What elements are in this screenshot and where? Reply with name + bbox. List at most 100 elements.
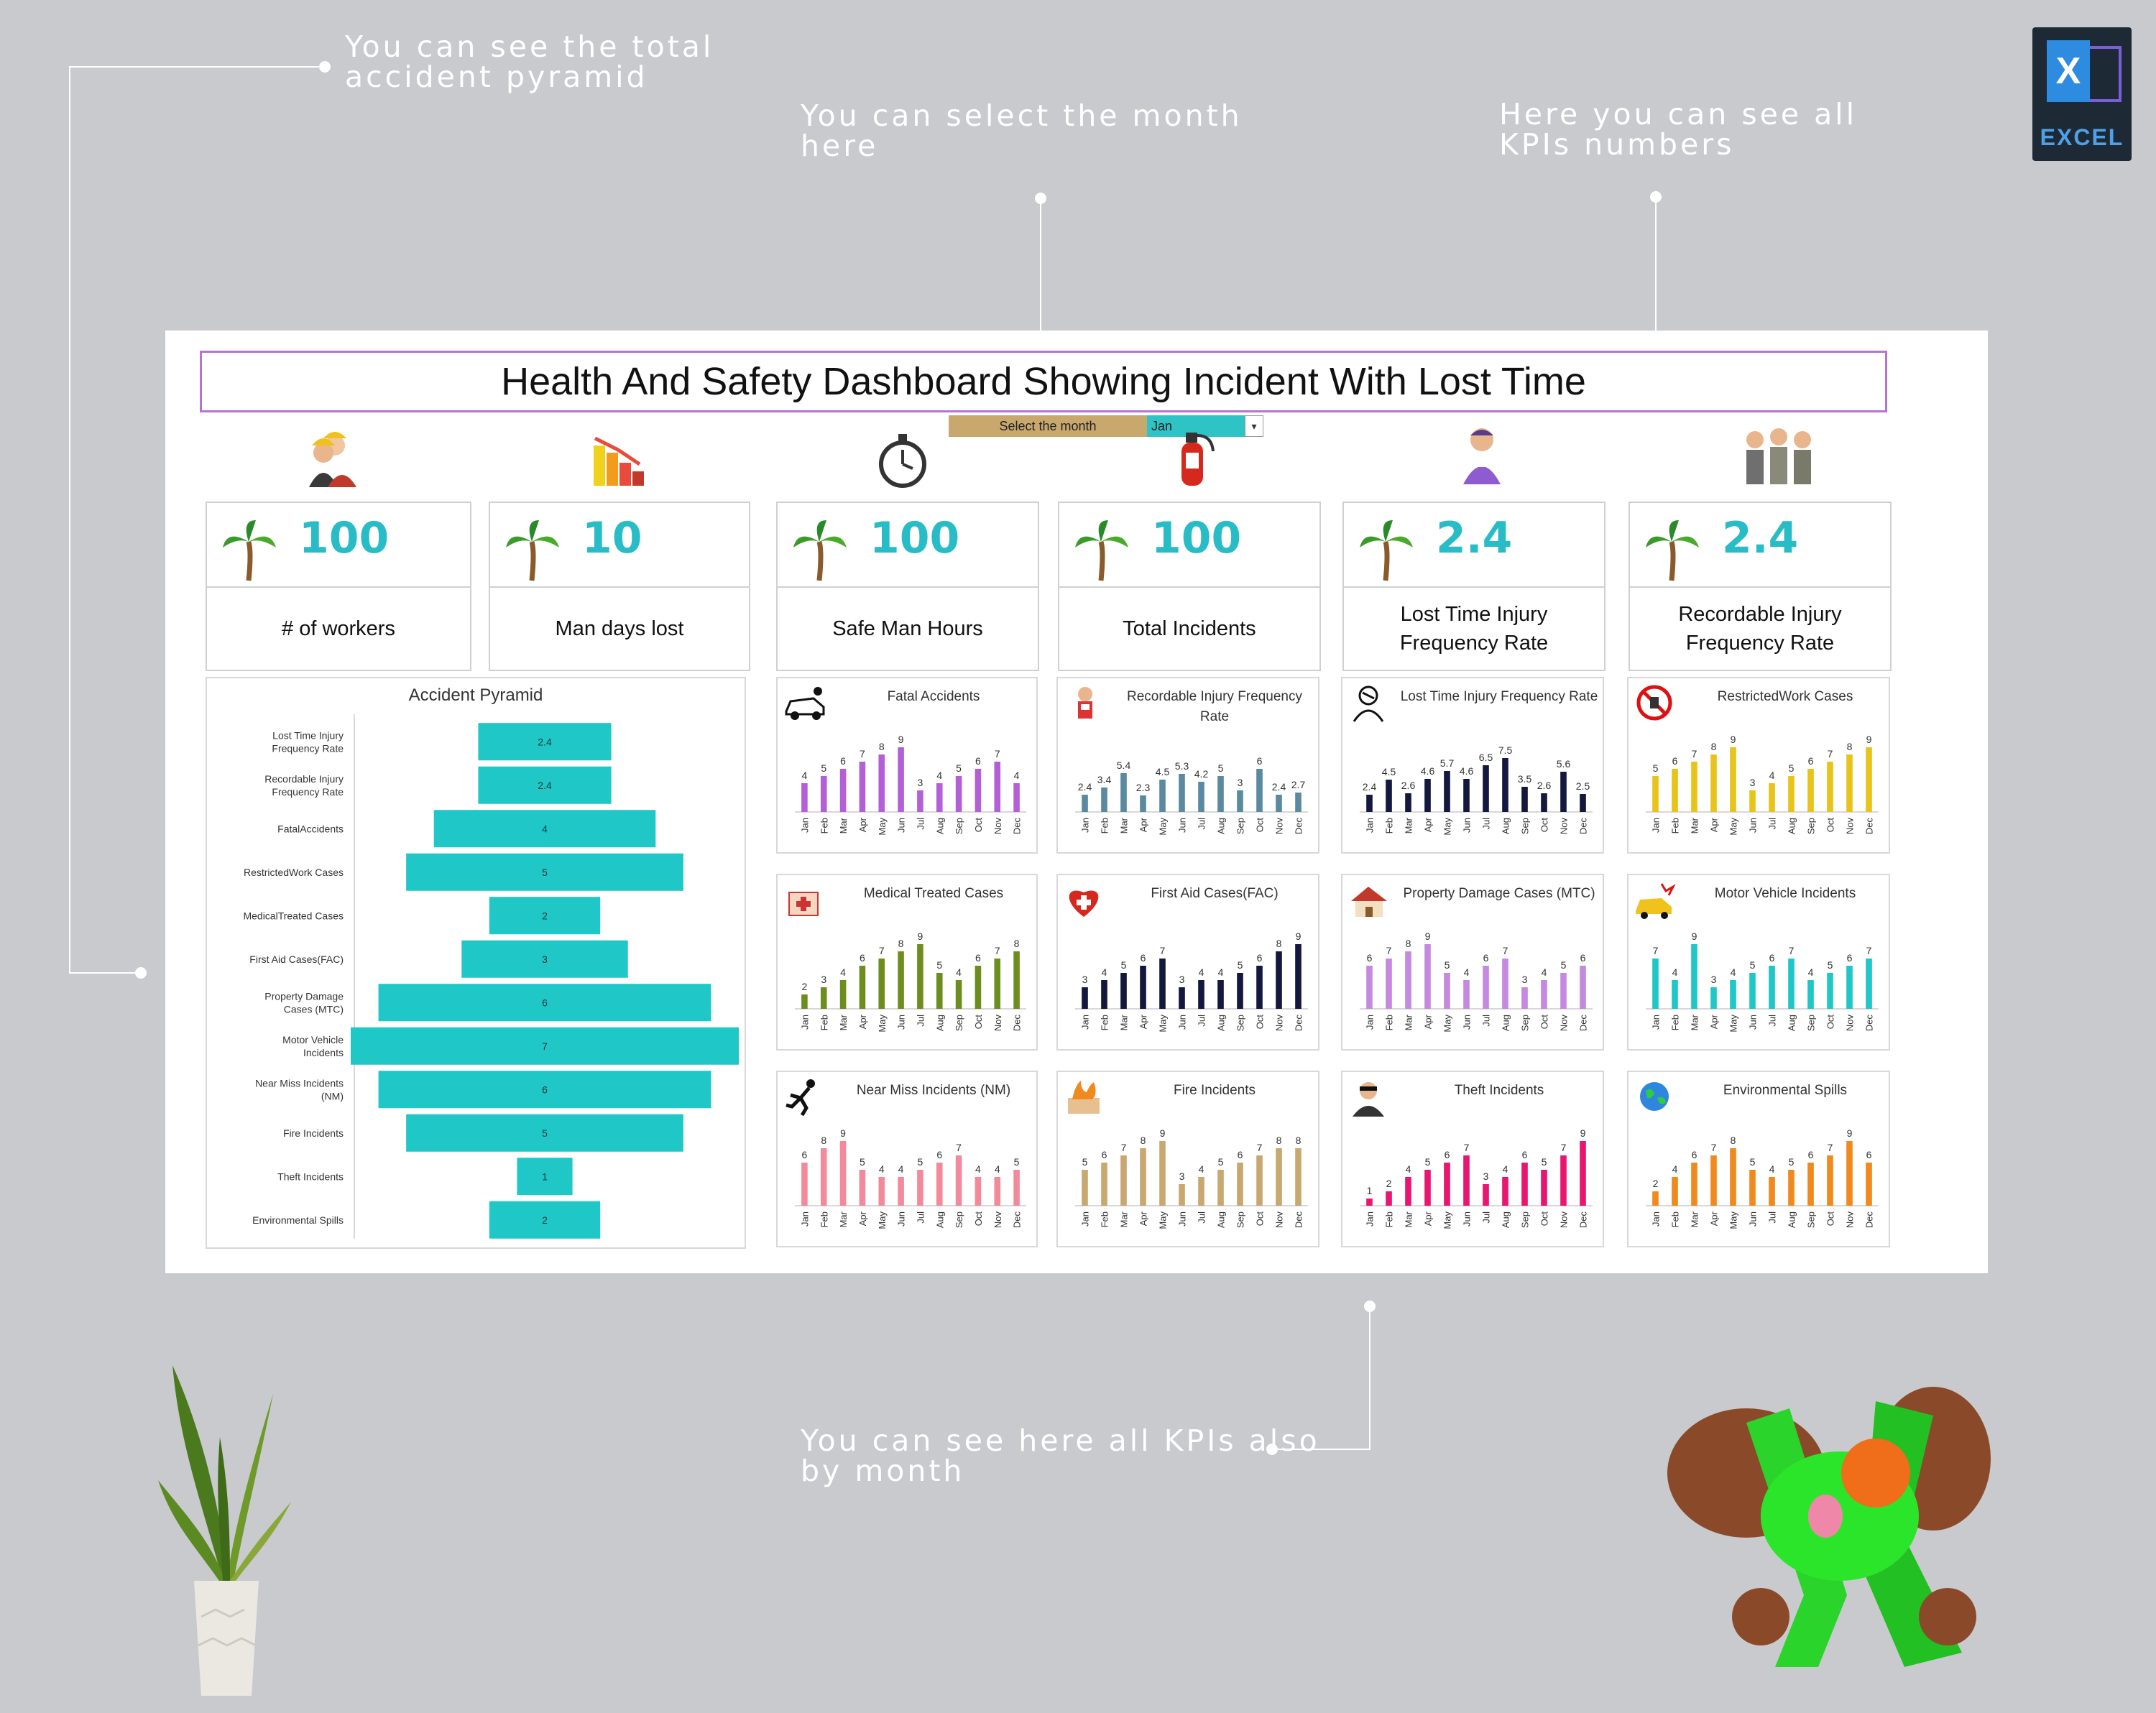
- chart-bar: [1217, 1170, 1224, 1206]
- chart-month-label: Jan: [1365, 818, 1376, 833]
- chart-bar: [1710, 1155, 1717, 1206]
- chart-data-label: 6: [1238, 1149, 1243, 1160]
- chart-title: Lost Time Injury Frequency Rate: [1400, 689, 1598, 704]
- chart-data-label: 7: [1866, 945, 1872, 956]
- pyramid-bar-value: 6: [542, 997, 548, 1008]
- chart-month-label: Aug: [934, 1211, 945, 1228]
- chart-bar: [975, 769, 982, 812]
- chart-data-label: 4: [995, 1163, 1000, 1175]
- chart-bar: [878, 959, 885, 1009]
- kpi-label: # of workers: [282, 617, 395, 640]
- chart-month-label: Nov: [1559, 1015, 1570, 1032]
- annotation-monthly: You can see here all KPIs also by month: [801, 1423, 1320, 1488]
- pyramid-bar-value: 3: [542, 954, 548, 965]
- chart-title: Theft Incidents: [1454, 1083, 1544, 1098]
- pyramid-category-label: RestrictedWork Cases: [244, 867, 344, 878]
- chart-plot: 7 Jan 4 Feb 9 Mar 3 Apr 4 May 5 Jun 6 Jul 7 Aug 4 Sep 5 Oct…: [1646, 931, 1879, 1033]
- chart-data-label: 3: [1179, 1171, 1185, 1182]
- chart-data-label: 6: [840, 755, 846, 767]
- chart-data-label: 5: [1121, 959, 1127, 971]
- chart-data-label: 4: [1464, 966, 1470, 978]
- pyramid-bar-value: 2: [542, 910, 548, 921]
- chart-month-label: Dec: [1012, 1211, 1023, 1229]
- annotation-pyramid: You can see the total accident pyramid: [345, 29, 714, 94]
- chart-month-label: Jul: [1197, 818, 1207, 830]
- kpi-top: 10: [490, 503, 749, 588]
- chart-bar: [820, 1148, 827, 1206]
- chart-month-label: Jun: [1748, 1211, 1759, 1227]
- pyramid-bar: [489, 1201, 601, 1239]
- accident-pyramid-chart: Accident Pyramid 2.4 Lost Time Injury Freq…: [206, 677, 746, 1249]
- chart-data-label: 4: [1672, 1163, 1678, 1175]
- chart-data-label: 7: [1789, 945, 1795, 956]
- chart-bar: [1691, 1163, 1697, 1206]
- connector-line: [1040, 198, 1041, 331]
- chart-bar: [917, 1170, 923, 1206]
- chart-title: RestrictedWork Cases: [1717, 689, 1853, 704]
- chart-bar: [1256, 966, 1263, 1009]
- chart-data-label: 8: [821, 1135, 826, 1146]
- chart-bar: [1013, 783, 1020, 812]
- chart-data-label: 7: [1257, 1142, 1263, 1153]
- chart-data-label: 8: [1276, 938, 1282, 949]
- chart-bar: [1672, 1177, 1678, 1206]
- chart-month-label: Feb: [819, 818, 829, 834]
- pyramid-category-label: Property Damage Cases (MTC): [264, 990, 344, 1015]
- chart-data-label: 2.4: [1272, 781, 1286, 793]
- chart-bar: [975, 966, 982, 1009]
- bandaged-person-icon: [1353, 685, 1384, 722]
- chart-bar: [1013, 1170, 1020, 1206]
- chart-month-label: Mar: [1119, 817, 1130, 834]
- chart-month-label: Dec: [1578, 818, 1589, 835]
- dropdown-arrow-icon[interactable]: ▾: [1245, 415, 1263, 437]
- excel-label: EXCEL: [2040, 124, 2124, 150]
- chart-bar: [1140, 1148, 1146, 1206]
- chart-bar: [1405, 951, 1411, 1009]
- chart-month-label: Jun: [1748, 818, 1759, 833]
- chart-data-label: 7: [1121, 1142, 1127, 1153]
- chart-month-label: Dec: [1012, 1015, 1023, 1032]
- chart-bar: [859, 762, 866, 812]
- chart-month-label: Feb: [1384, 818, 1395, 834]
- chart-month-label: Oct: [1255, 1015, 1266, 1030]
- chart-data-label: 5: [1542, 1156, 1547, 1168]
- chart-plot: 4 Jan 5 Feb 6 Mar 7 Apr 8 May 9 Jun 3 Jul 4 Aug 5 Sep 6 Oct…: [795, 734, 1026, 836]
- pyramid-bar: [378, 984, 711, 1022]
- chart-data-label: 5: [1750, 959, 1756, 971]
- chart-month-label: Apr: [1138, 1014, 1149, 1029]
- chart-data-label: 8: [1296, 1135, 1302, 1146]
- fire-extinguisher-icon: [1181, 433, 1215, 486]
- chart-month-label: Jan: [799, 1015, 810, 1030]
- chart-plot: 2 Jan 3 Feb 4 Mar 6 Apr 7 May 8 Jun 9 Jul 5 Aug 4 Sep 6 Oct…: [795, 931, 1026, 1033]
- chart-data-label: 4.2: [1194, 768, 1209, 780]
- chart-title: Fatal Accidents: [887, 689, 980, 704]
- kpi-card-ltifr: 2.4 Lost Time Injury Frequency Rate: [1342, 502, 1606, 671]
- chart-month-label: Mar: [1690, 817, 1700, 834]
- chart-month-label: Feb: [819, 1015, 829, 1030]
- chart-data-label: 9: [1692, 931, 1697, 942]
- chart-data-label: 8: [1406, 938, 1411, 949]
- chart-data-label: 4: [1808, 966, 1814, 978]
- chart-bar: [994, 959, 1001, 1009]
- chart-month-label: Jul: [915, 1015, 926, 1027]
- chart-data-label: 7: [860, 748, 865, 759]
- chart-month-label: Oct: [1255, 1211, 1266, 1227]
- chart-month-label: Jan: [1651, 1015, 1662, 1030]
- chart-month-label: Sep: [1806, 1211, 1817, 1228]
- month-select[interactable]: Jan ▾: [1147, 415, 1263, 437]
- medical-kit-icon: [788, 892, 819, 916]
- chart-plot: 6 Jan 8 Feb 9 Mar 5 Apr 4 May 4 Jun 5 Jul 6 Aug 7 Sep 4 Oct…: [795, 1127, 1026, 1229]
- chart-month-label: Jul: [1481, 818, 1492, 830]
- chart-month-label: Apr: [1423, 1211, 1434, 1226]
- chart-bar: [1444, 771, 1450, 812]
- chart-data-label: 2.6: [1401, 780, 1416, 791]
- chart-month-label: Apr: [1138, 817, 1149, 832]
- chart-bar: [1405, 1177, 1411, 1206]
- no-entry-icon: [1636, 685, 1672, 721]
- chart-bar: [1120, 773, 1127, 812]
- chart-data-label: 4: [956, 966, 962, 978]
- chart-data-label: 3.4: [1097, 774, 1112, 785]
- workers-icon: [309, 432, 356, 487]
- chart-month-label: Nov: [992, 818, 1003, 835]
- chart-month-label: Jan: [1651, 818, 1662, 833]
